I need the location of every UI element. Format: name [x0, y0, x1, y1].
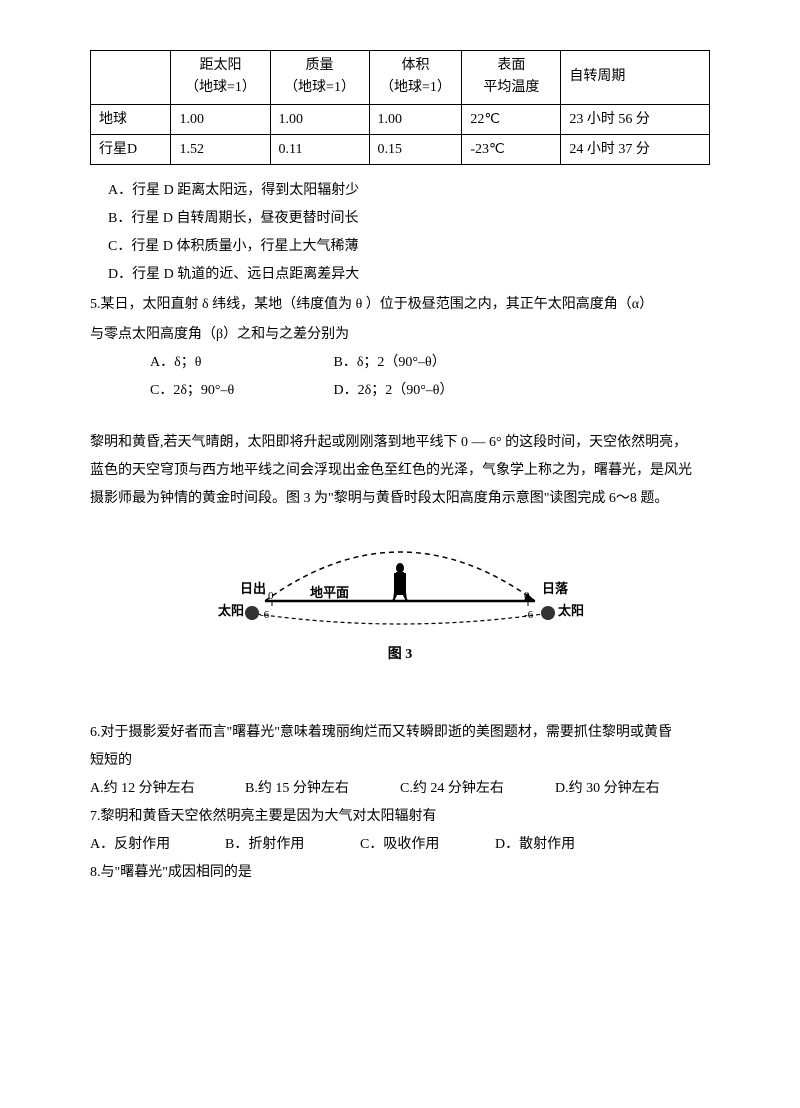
label-zero-right: 0 [524, 590, 530, 602]
q5-text-line2: 与零点太阳高度角（β）之和与之差分别为 [90, 321, 710, 349]
q4-option-b: B．行星 D 自转周期长，昼夜更替时间长 [108, 205, 710, 233]
cell-earth-rotation: 23 小时 56 分 [561, 104, 710, 134]
q5-option-a: A．δ；θ [150, 349, 330, 377]
right-sun-icon [541, 606, 555, 620]
q8-text: 8.与"曙暮光"成因相同的是 [90, 859, 710, 887]
header-distance-text: 距太阳 （地球=1） [179, 55, 261, 100]
q7-option-d: D．散射作用 [495, 831, 630, 859]
header-rotation-text: 自转周期 [569, 69, 625, 84]
label-zero-left: 0 [268, 590, 274, 602]
q5-option-d: D．2δ；2（90°–θ） [334, 383, 454, 398]
figure-3: 日出 太阳 日落 太阳 地平面 0 -6 0 -6 图 3 [90, 533, 710, 669]
cell-d-mass: 0.11 [270, 134, 369, 164]
label-six-right: -6 [524, 609, 534, 621]
cell-earth-distance: 1.00 [171, 104, 270, 134]
q7-option-b: B．折射作用 [225, 831, 360, 859]
planet-comparison-table: 距太阳 （地球=1） 质量 （地球=1） 体积 （地球=1） 表面 平均温度 自… [90, 50, 710, 165]
label-sunrise: 日出 [240, 581, 266, 596]
q5-option-c: C．2δ；90°–θ [150, 377, 330, 405]
header-volume-text: 体积 （地球=1） [378, 55, 454, 100]
observer-torso [394, 573, 406, 595]
cell-d-volume: 0.15 [369, 134, 462, 164]
sun-altitude-diagram: 日出 太阳 日落 太阳 地平面 0 -6 0 -6 [210, 533, 590, 628]
passage-line3: 摄影师最为钟情的黄金时间段。图 3 为"黎明与黄昏时段太阳高度角示意图"读图完成… [90, 485, 710, 513]
q6-text-line2: 短短的 [90, 747, 710, 775]
q6-option-d: D.约 30 分钟左右 [555, 775, 710, 803]
label-sunset: 日落 [542, 581, 569, 596]
table-row: 行星D 1.52 0.11 0.15 -23℃ 24 小时 37 分 [91, 134, 710, 164]
observer-head-icon [396, 563, 404, 573]
q7-option-c: C．吸收作用 [360, 831, 495, 859]
figure-caption: 图 3 [90, 641, 710, 669]
q5-option-b: B．δ；2（90°–θ） [334, 355, 446, 370]
header-distance: 距太阳 （地球=1） [171, 51, 270, 105]
table-header-row: 距太阳 （地球=1） 质量 （地球=1） 体积 （地球=1） 表面 平均温度 自… [91, 51, 710, 105]
q4-option-c: C．行星 D 体积质量小，行星上大气稀薄 [108, 233, 710, 261]
q6-text-line1: 6.对于摄影爱好者而言"曙暮光"意味着瑰丽绚烂而又转瞬即逝的美图题材，需要抓住黎… [90, 719, 710, 747]
header-temp: 表面 平均温度 [462, 51, 561, 105]
cell-earth-volume: 1.00 [369, 104, 462, 134]
cell-d-temp: -23℃ [462, 134, 561, 164]
q7-options: A．反射作用 B．折射作用 C．吸收作用 D．散射作用 [90, 831, 710, 859]
header-mass: 质量 （地球=1） [270, 51, 369, 105]
header-temp-text: 表面 平均温度 [470, 55, 552, 100]
cell-d-distance: 1.52 [171, 134, 270, 164]
q6-option-b: B.约 15 分钟左右 [245, 775, 400, 803]
cell-d-label: 行星D [91, 134, 171, 164]
table-row: 地球 1.00 1.00 1.00 22℃ 23 小时 56 分 [91, 104, 710, 134]
passage-block: 黎明和黄昏,若天气晴朗，太阳即将升起或刚刚落到地平线下 0 — 6° 的这段时间… [90, 429, 710, 513]
label-right-sun: 太阳 [557, 603, 584, 618]
q5-options-row2: C．2δ；90°–θ D．2δ；2（90°–θ） [150, 377, 710, 405]
q6-option-a: A.约 12 分钟左右 [90, 775, 245, 803]
lower-arc [250, 613, 550, 624]
label-six-left: -6 [260, 609, 270, 621]
cell-d-rotation: 24 小时 37 分 [561, 134, 710, 164]
q7-option-a: A．反射作用 [90, 831, 225, 859]
passage-line2: 蓝色的天空穹顶与西方地平线之间会浮现出金色至红色的光泽，气象学上称之为，曙暮光，… [90, 457, 710, 485]
cell-earth-temp: 22℃ [462, 104, 561, 134]
q6-options: A.约 12 分钟左右 B.约 15 分钟左右 C.约 24 分钟左右 D.约 … [90, 775, 710, 803]
passage-line1: 黎明和黄昏,若天气晴朗，太阳即将升起或刚刚落到地平线下 0 — 6° 的这段时间… [90, 429, 710, 457]
header-empty [91, 51, 171, 105]
label-left-sun: 太阳 [217, 603, 244, 618]
q6-option-c: C.约 24 分钟左右 [400, 775, 555, 803]
cell-earth-label: 地球 [91, 104, 171, 134]
q7-text: 7.黎明和黄昏天空依然明亮主要是因为大气对太阳辐射有 [90, 803, 710, 831]
header-mass-text: 质量 （地球=1） [279, 55, 361, 100]
q5-options-row1: A．δ；θ B．δ；2（90°–θ） [150, 349, 710, 377]
q5-text-line1: 5.某日，太阳直射 δ 纬线，某地（纬度值为 θ ）位于极昼范围之内，其正午太阳… [90, 291, 710, 319]
q4-option-d: D．行星 D 轨道的近、远日点距离差异大 [108, 261, 710, 289]
cell-earth-mass: 1.00 [270, 104, 369, 134]
header-volume: 体积 （地球=1） [369, 51, 462, 105]
left-sun-icon [245, 606, 259, 620]
q4-option-a: A．行星 D 距离太阳远，得到太阳辐射少 [108, 177, 710, 205]
label-horizon: 地平面 [310, 585, 349, 600]
header-rotation: 自转周期 [561, 51, 710, 105]
